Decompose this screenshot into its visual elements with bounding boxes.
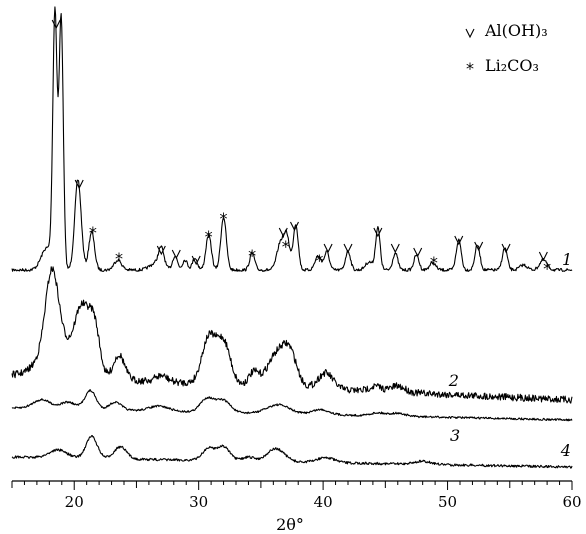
- aloh3-marker: [289, 221, 299, 232]
- trace-2-line: [11, 266, 573, 404]
- legend-label-aloh3: Al(OH)₃: [484, 21, 548, 40]
- legend-li2co3-symbol: *: [466, 59, 474, 78]
- aloh3-marker: [390, 243, 400, 254]
- trace-label-2: 2: [448, 371, 459, 390]
- aloh3-marker: [323, 243, 333, 254]
- trace-label-3: 3: [450, 426, 460, 445]
- aloh3-marker: [538, 251, 548, 262]
- x-tick-label: 50: [438, 493, 457, 511]
- peak-markers: * * * * * * * * *: [51, 19, 551, 278]
- li2co3-marker: *: [248, 246, 256, 265]
- legend-label-li2co3: Li₂CO₃: [485, 56, 539, 75]
- li2co3-marker: *: [115, 249, 123, 268]
- x-axis-label: 2θ°: [276, 515, 304, 534]
- x-tick-label: 30: [189, 493, 208, 511]
- x-tick-label: 40: [314, 493, 333, 511]
- legend-aloh3-symbol: [465, 28, 475, 39]
- li2co3-marker: *: [205, 227, 213, 246]
- trace-1-line: [11, 6, 573, 273]
- trace-3-line: [11, 389, 573, 422]
- trace-labels: 1 2 3 4: [448, 250, 572, 460]
- li2co3-marker: *: [89, 223, 97, 242]
- aloh3-marker: [191, 255, 201, 266]
- aloh3-marker: [156, 245, 166, 256]
- x-tick-label: 60: [562, 493, 581, 511]
- li2co3-marker: *: [315, 251, 323, 270]
- trace-label-1: 1: [562, 250, 572, 269]
- trace-4-line: [11, 435, 573, 469]
- aloh3-marker: [51, 19, 61, 30]
- aloh3-marker: [74, 179, 84, 190]
- diffraction-traces: [11, 6, 573, 469]
- legend: Al(OH)₃ * Li₂CO₃: [465, 21, 548, 78]
- x-ticks: 20 30 40 50 60: [11, 481, 582, 511]
- aloh3-marker: [373, 227, 383, 238]
- li2co3-marker: *: [220, 209, 228, 228]
- li2co3-marker: *: [282, 237, 290, 256]
- aloh3-marker: [343, 243, 353, 254]
- li2co3-marker: *: [430, 253, 438, 272]
- aloh3-marker: [474, 241, 484, 252]
- aloh3-marker: [278, 227, 288, 238]
- aloh3-marker: [454, 235, 464, 246]
- aloh3-marker: [501, 243, 511, 254]
- aloh3-marker: [413, 247, 423, 258]
- li2co3-marker: *: [543, 259, 551, 278]
- x-tick-label: 20: [65, 493, 84, 511]
- aloh3-marker: [171, 249, 181, 260]
- trace-label-4: 4: [560, 441, 571, 460]
